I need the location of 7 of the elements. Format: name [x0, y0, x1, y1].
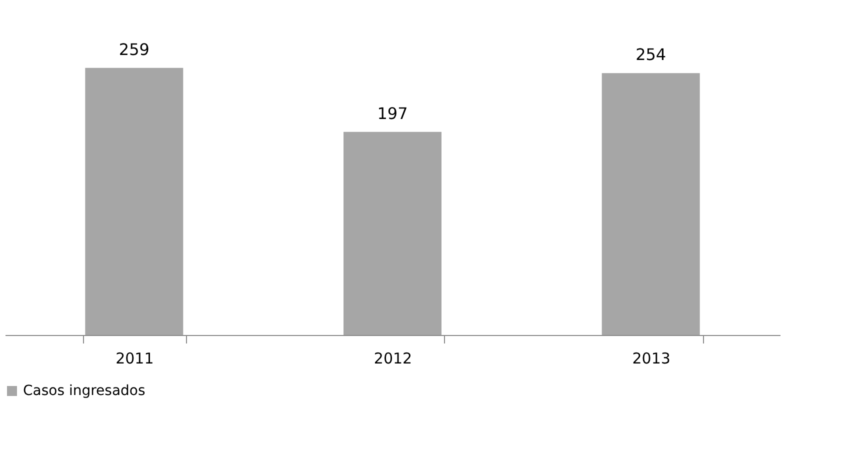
data-label: 254: [636, 45, 666, 64]
data-label: 259: [118, 40, 150, 59]
legend-label: Casos ingresados: [23, 383, 146, 399]
x-tick-label: 2011: [116, 350, 154, 368]
x-tick-label: 2012: [374, 350, 412, 368]
data-label: 197: [377, 104, 408, 123]
x-tick-label: 2013: [632, 350, 670, 368]
